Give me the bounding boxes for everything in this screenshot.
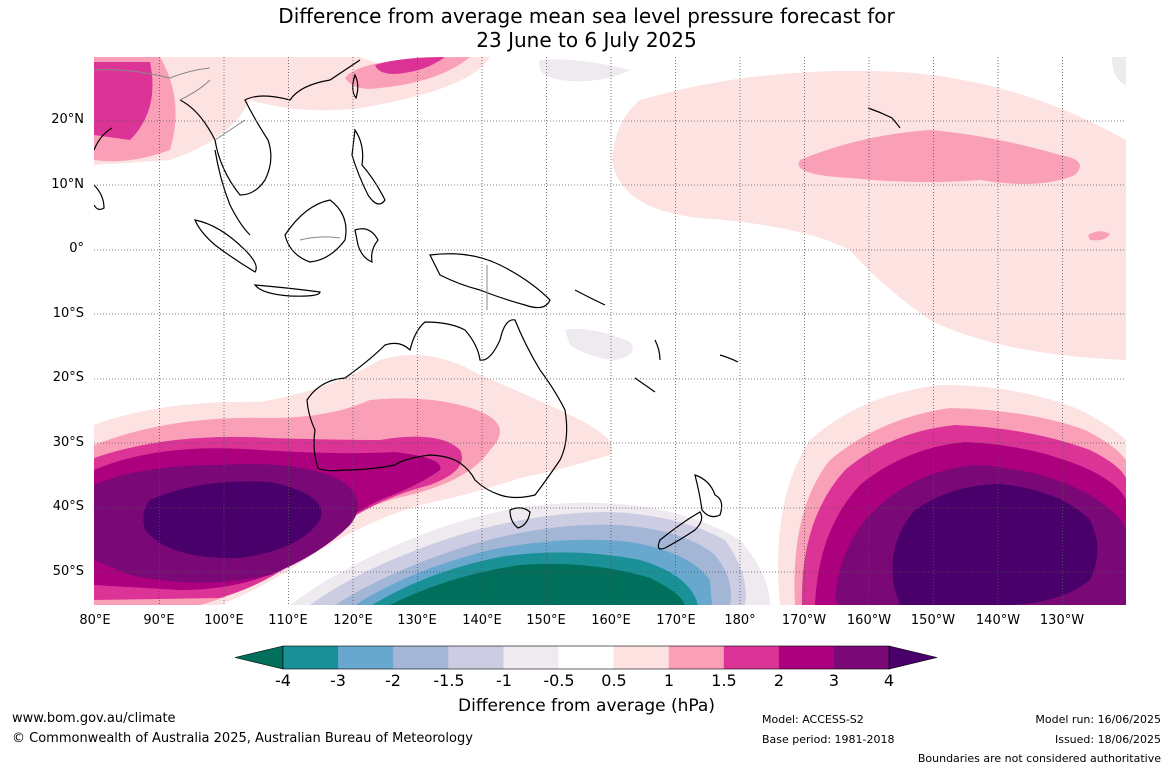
lat-label-30s: 30°S [52,435,84,450]
contour-sio-4 [143,481,322,559]
lon-label-100e: 100°E [204,613,244,628]
contour-npac-1 [798,130,1080,184]
india-coast [94,127,113,151]
lat-label-20n: 20°N [51,112,84,127]
lat-label-10s: 10°S [52,306,84,321]
hawaii [867,107,901,129]
fiji [719,354,739,363]
colorbar-tick-label: -1.5 [433,671,465,690]
colorbar-segment [448,646,504,669]
colorbar-segment [393,646,449,669]
colorbar-segment [834,646,890,669]
colorbar-tick-label: -1 [496,671,512,690]
lat-label-40s: 40°S [52,499,84,514]
indochina-coast [179,59,361,196]
website-link[interactable]: www.bom.gov.au/climate [12,711,176,726]
lon-label-90e: 90°E [143,613,175,628]
colorbar-segment [723,646,780,669]
contour-asia-1_5-east [375,57,445,74]
lon-label-170e: 170°E [656,613,696,628]
contour-asia-1_5 [94,62,153,140]
lon-label-160e: 160°E [591,613,631,628]
map-title-line-2: 23 June to 6 July 2025 [476,28,697,52]
colorbar-segment [338,646,394,669]
colorbar-segment [668,646,725,669]
lon-label-150e: 150°E [526,613,566,628]
lon-label-110e: 110°E [268,613,308,628]
colorbar-segment [283,646,339,669]
colorbar-tick-label: 3 [828,671,840,690]
lat-label-50s: 50°S [52,564,84,579]
anomaly-contours [94,57,1126,605]
sumatra-coast [194,219,257,273]
issued-date: Issued: 18/06/2025 [1054,733,1161,746]
colorbar-segment [613,646,670,669]
colorbar-segment [503,646,559,669]
colorbar-segment [558,646,615,669]
contour-npac-1-small [1088,231,1110,241]
colorbar-frame [282,645,890,670]
lon-label-130w: 130°W [1039,613,1085,628]
colorbar-tick-label: 4 [883,671,895,690]
country-borders [94,67,488,310]
nz-north-island [694,474,723,518]
boundaries-disclaimer: Boundaries are not considered authoritat… [917,752,1161,765]
model-run-date: Model run: 16/06/2025 [1035,713,1161,726]
lat-label-20s: 20°S [52,370,84,385]
base-period: Base period: 1981-2018 [762,733,895,746]
lat-label-10n: 10°N [51,177,84,192]
lon-label-150w: 150°W [910,613,956,628]
australia-coast [306,319,568,499]
coastlines [94,59,901,550]
lon-label-120e: 120°E [333,613,373,628]
graticule [94,57,1126,605]
lon-label-170w: 170°W [781,613,827,628]
new-caledonia [634,377,656,393]
lat-label-0: 0° [69,241,84,256]
lon-label-180: 180° [724,613,756,628]
philippines-coast [351,128,386,205]
colorbar-extend-low [234,645,284,670]
solomon-islands [574,289,606,306]
taiwan [352,73,359,100]
colorbar-tick-label: 0.5 [601,671,627,690]
colorbar-tick-label: -4 [275,671,291,690]
sulawesi-coast [354,228,379,263]
contour-negative-coral [565,328,633,360]
map-title-line-1: Difference from average mean sea level p… [278,4,895,28]
lon-label-160w: 160°W [846,613,892,628]
lon-label-140e: 140°E [462,613,502,628]
colorbar-tick-label: -2 [385,671,401,690]
borneo-coast [284,199,347,263]
contour-spac-4 [892,484,1098,605]
lon-label-130e: 130°E [397,613,437,628]
colorbar-tick-label: -0.5 [543,671,575,690]
nz-south-island [657,511,703,550]
contour-negative-top [539,59,630,82]
colorbar-tick-label: -3 [330,671,346,690]
colorbar-title: Difference from average (hPa) [458,696,715,716]
lon-label-80e: 80°E [79,613,111,628]
lon-label-140w: 140°W [975,613,1021,628]
vanuatu [654,339,661,361]
colorbar-extend-high [888,645,938,670]
new-guinea-coast [429,253,551,309]
colorbar-tick-label: 1 [663,671,675,690]
sri-lanka [94,184,105,211]
java-coast [253,284,321,297]
contour-negative-top-2 [1112,57,1126,85]
colorbar-tick-label: 2 [773,671,785,690]
malay-peninsula [214,149,251,236]
model-name: Model: ACCESS-S2 [762,713,864,726]
copyright-text: © Commonwealth of Australia 2025, Austra… [12,731,473,746]
colorbar-segment [778,646,835,669]
colorbar-tick-label: 1.5 [711,671,737,690]
